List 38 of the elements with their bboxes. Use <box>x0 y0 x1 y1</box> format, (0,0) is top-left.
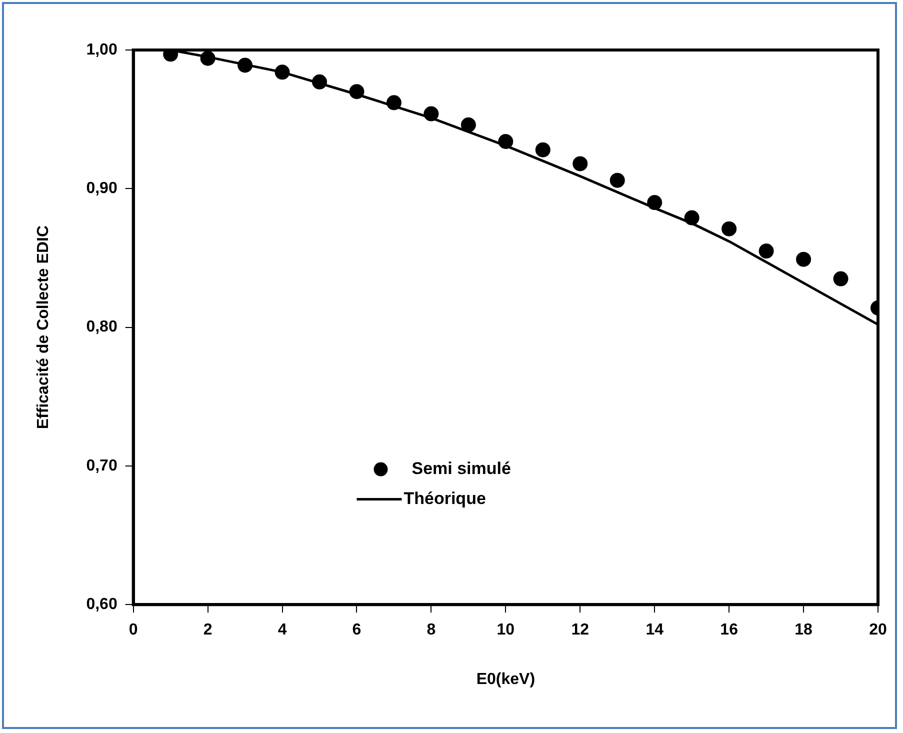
point <box>200 50 216 66</box>
x-tick-label: 8 <box>426 622 436 639</box>
x-tick-label: 4 <box>278 622 287 639</box>
point <box>647 195 662 210</box>
point <box>498 134 514 150</box>
point <box>796 252 812 267</box>
y-tick-label: 0,70 <box>86 457 118 474</box>
point <box>684 210 700 226</box>
point <box>758 244 774 259</box>
point <box>312 74 328 90</box>
point <box>424 106 439 122</box>
x-tick-label: 10 <box>496 622 515 639</box>
point <box>610 172 625 188</box>
y-axis-title: Efficacité de Collecte EDIC <box>35 225 52 430</box>
point <box>833 271 848 286</box>
x-tick-label: 6 <box>352 622 362 639</box>
x-tick-label: 18 <box>794 622 813 639</box>
x-tick-label: 2 <box>203 622 212 639</box>
point <box>274 64 290 80</box>
x-tick-label: 0 <box>128 622 138 639</box>
x-axis-title: E0(keV) <box>476 670 536 688</box>
point <box>535 142 550 158</box>
y-tick-label: 0,80 <box>86 318 118 336</box>
point <box>349 84 364 100</box>
y-tick-label: 1,00 <box>86 41 118 58</box>
point <box>238 58 253 73</box>
x-tick-label: 20 <box>869 622 887 639</box>
point <box>572 156 588 172</box>
x-tick-label: 16 <box>720 622 738 639</box>
point <box>722 221 737 236</box>
legend-label: Semi simulé <box>412 458 511 478</box>
x-tick-label: 12 <box>571 622 590 639</box>
legend-label: Théorique <box>404 488 486 508</box>
x-tick-label: 14 <box>646 622 664 639</box>
point <box>386 95 402 110</box>
point <box>460 117 476 132</box>
y-tick-label: 0,90 <box>86 180 118 198</box>
y-tick-label: 0,60 <box>86 596 118 614</box>
